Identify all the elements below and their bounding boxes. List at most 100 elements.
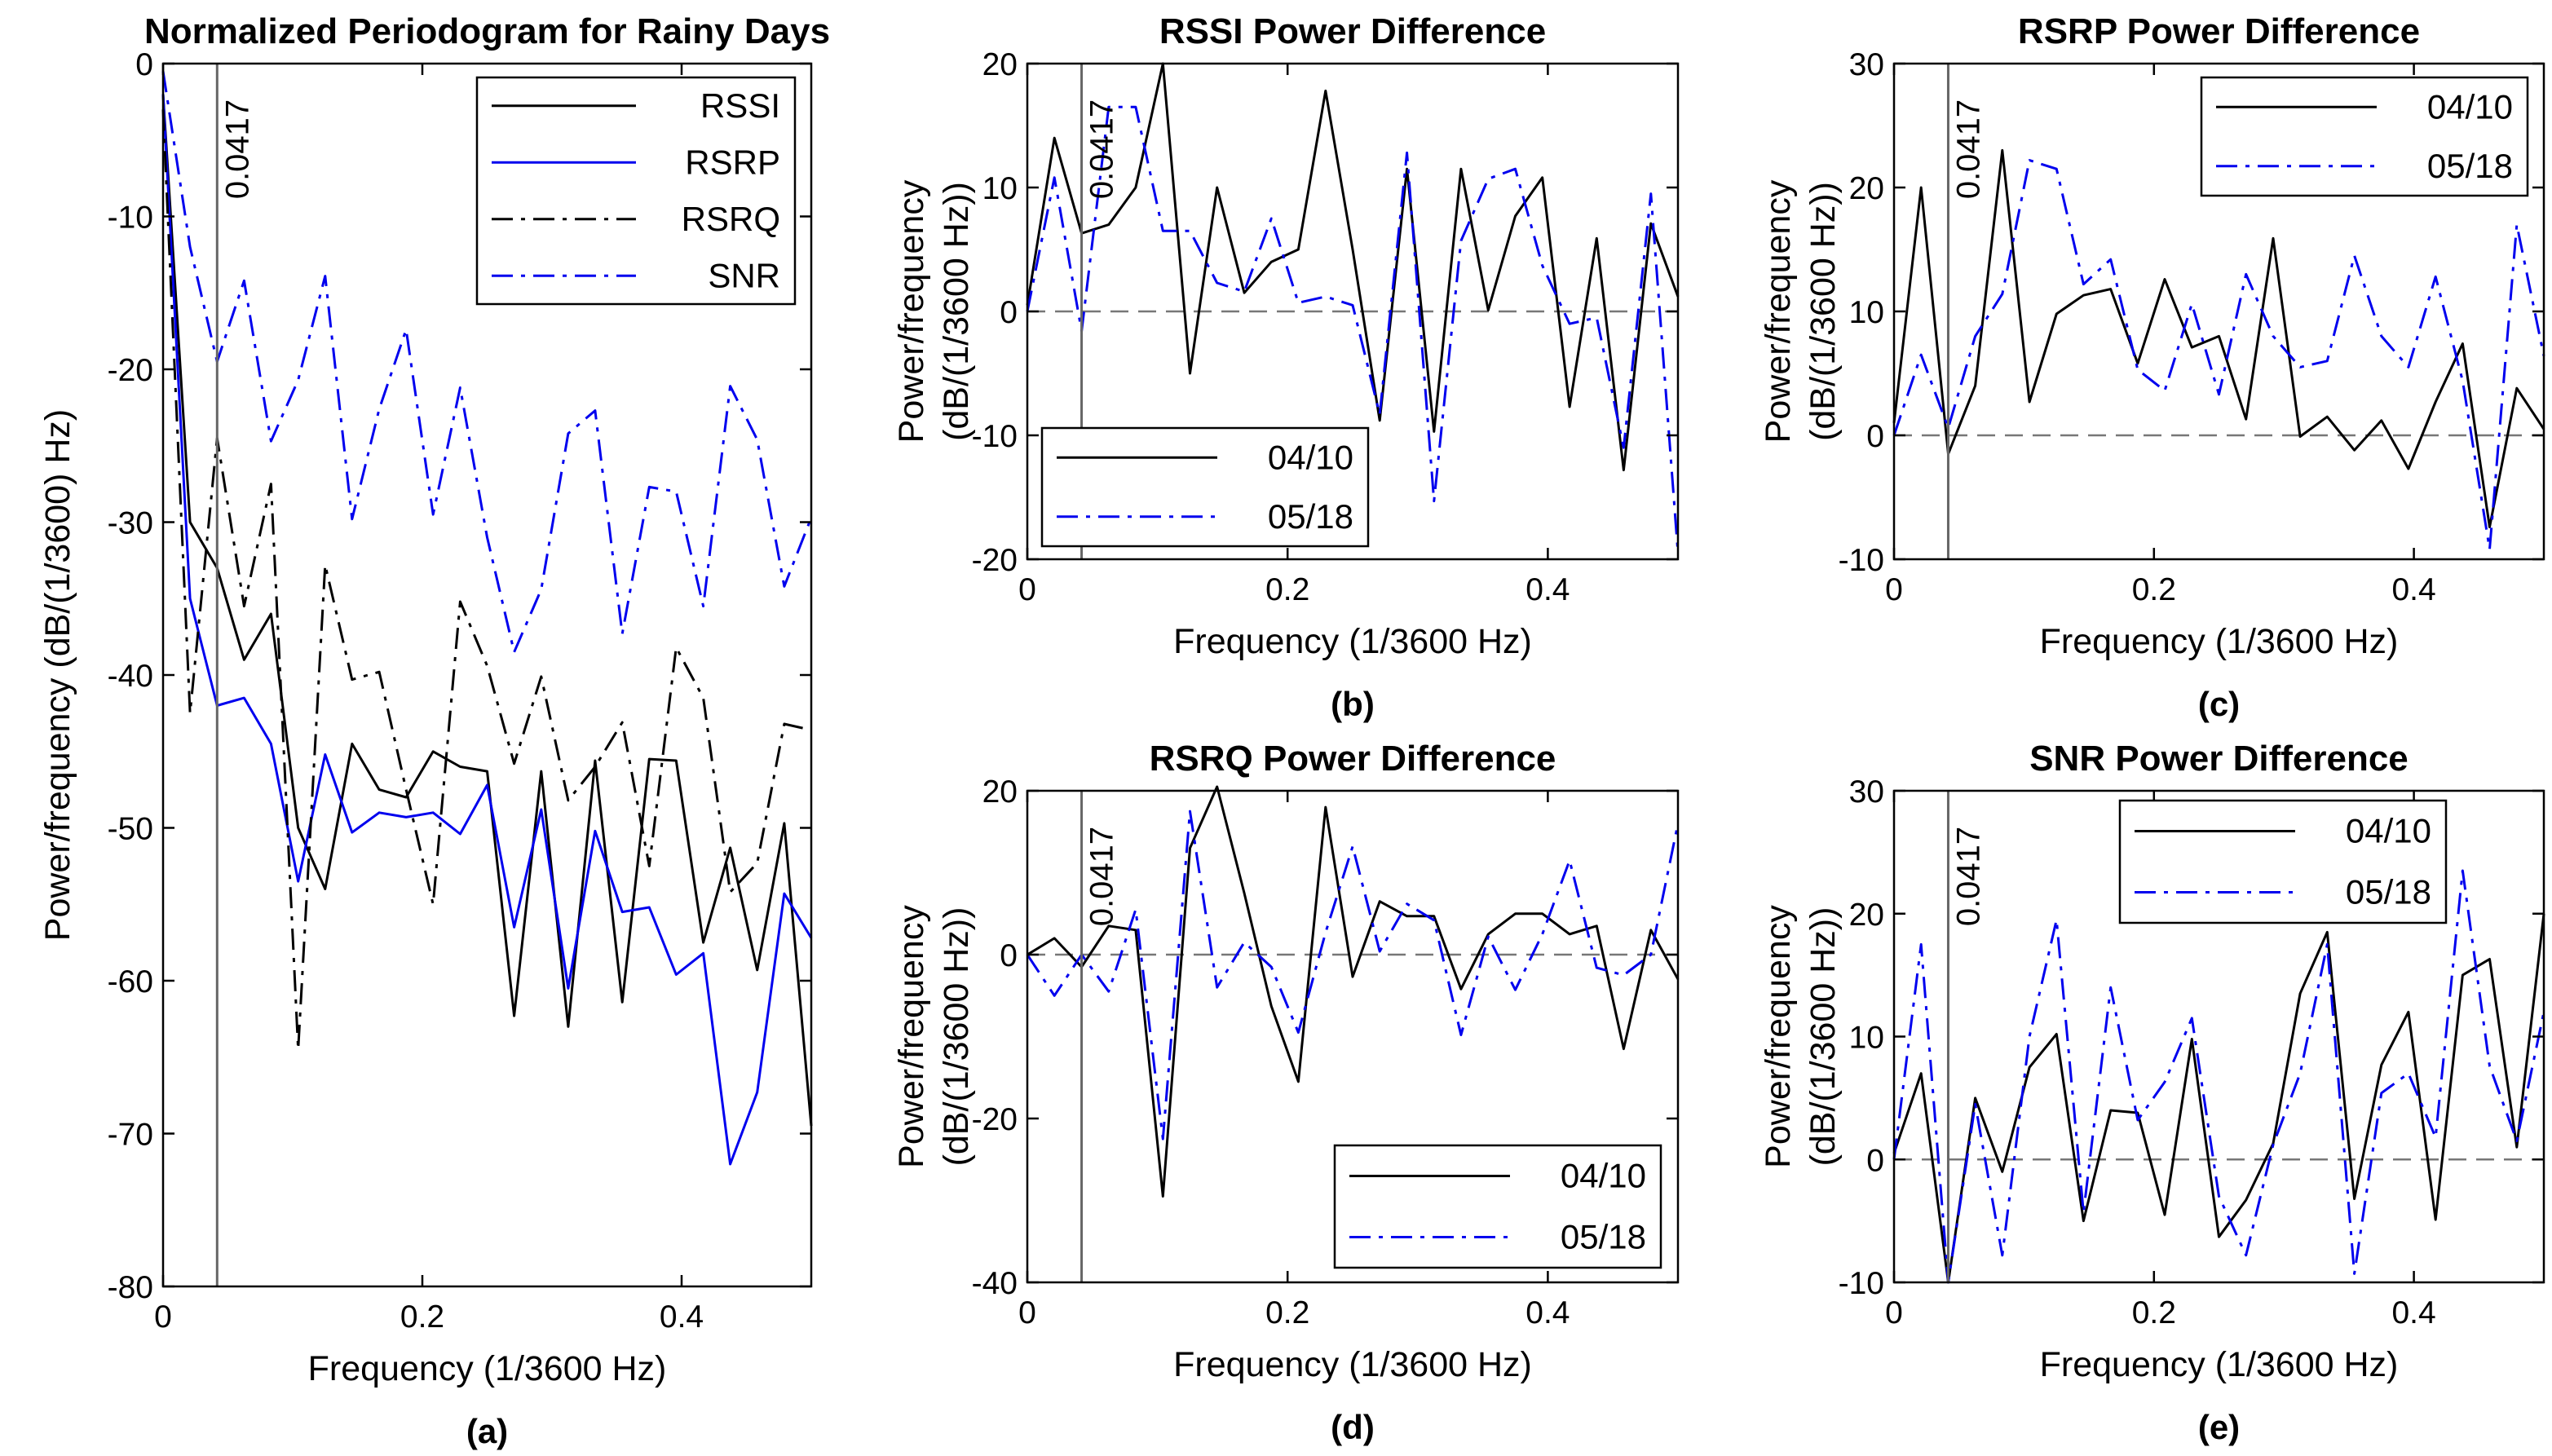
x-axis-label: Frequency (1/3600 Hz) bbox=[2040, 1345, 2399, 1384]
legend-entry: SNR bbox=[708, 256, 780, 294]
y-axis-label-line: Power/frequency bbox=[1759, 905, 1798, 1168]
vertical-reference-label: 0.0417 bbox=[1084, 827, 1120, 926]
series-line-05-18 bbox=[1026, 105, 1680, 554]
y-tick-label: -10 bbox=[972, 419, 1018, 454]
chart-title: Normalized Periodogram for Rainy Days bbox=[144, 11, 830, 51]
y-tick-label: -30 bbox=[108, 506, 153, 541]
legend: 04/10 05/18 bbox=[2118, 799, 2448, 924]
legend-entry: 04/10 bbox=[2346, 812, 2431, 850]
x-tick-label: 0 bbox=[1885, 572, 1903, 607]
y-axis-label-line: (dB/(1/3600 Hz)) bbox=[937, 907, 976, 1167]
chart-panel-b: 0.0417 0 0.2 0.4 20 10 0 -10 -20 RSSI Power Diffe… bbox=[892, 11, 1680, 723]
y-tick-label: 0 bbox=[1000, 295, 1018, 330]
y-tick-label: -40 bbox=[972, 1266, 1018, 1301]
y-axis-label-line: Power/frequency bbox=[892, 179, 931, 443]
y-tick-label: -20 bbox=[972, 543, 1018, 578]
legend-box bbox=[1333, 1144, 1662, 1269]
legend: 04/10 05/18 bbox=[1040, 426, 1370, 548]
chart-title: RSRP Power Difference bbox=[2018, 11, 2420, 51]
chart-title: RSRQ Power Difference bbox=[1150, 739, 1556, 779]
y-axis-label-line: Power/frequency (dB/(1/3600) Hz) bbox=[38, 409, 77, 941]
legend-entry: 04/10 bbox=[1268, 438, 1353, 476]
y-tick-label: 20 bbox=[1849, 171, 1884, 206]
series-line-snr bbox=[161, 71, 813, 654]
legend-entry: 04/10 bbox=[2427, 87, 2513, 126]
y-tick-label: -70 bbox=[108, 1118, 153, 1153]
y-tick-label: -60 bbox=[108, 964, 153, 999]
y-tick-label: 10 bbox=[1849, 1021, 1884, 1056]
chart-panel-d: 0.0417 0 0.2 0.4 20 0 -20 -40 RSRQ Power Differe… bbox=[892, 739, 1680, 1446]
legend-entry: RSSI bbox=[700, 86, 780, 125]
legend-box bbox=[475, 76, 797, 306]
y-axis-label: Power/frequency (dB/(1/3600 Hz)) bbox=[1759, 179, 1843, 443]
x-axis-label: Frequency (1/3600 Hz) bbox=[1173, 1345, 1532, 1384]
y-axis-label: Power/frequency (dB/(1/3600) Hz) bbox=[38, 409, 77, 941]
series-line-04-10 bbox=[1892, 148, 2545, 528]
x-tick-label: 0.2 bbox=[2132, 1295, 2176, 1330]
chart-title: SNR Power Difference bbox=[2029, 739, 2409, 779]
y-tick-label: -10 bbox=[1839, 543, 1884, 578]
y-tick-label: 10 bbox=[1849, 295, 1884, 330]
series-line-04-10 bbox=[1892, 913, 2545, 1284]
vertical-reference-label: 0.0417 bbox=[1084, 99, 1120, 199]
y-tick-label: -50 bbox=[108, 812, 153, 847]
legend-box bbox=[1040, 426, 1370, 548]
y-tick-label: 0 bbox=[1000, 938, 1018, 973]
y-axis-label-line: (dB/(1/3600 Hz)) bbox=[1804, 182, 1843, 441]
y-axis-label: Power/frequency (dB/(1/3600 Hz)) bbox=[892, 179, 976, 443]
y-tick-label: 0 bbox=[135, 47, 153, 82]
y-tick-label: 0 bbox=[1866, 1143, 1884, 1178]
x-tick-label: 0 bbox=[1018, 1295, 1036, 1330]
vertical-reference-label: 0.0417 bbox=[219, 99, 255, 199]
y-axis-label-line: Power/frequency bbox=[892, 905, 931, 1168]
legend-entry: 04/10 bbox=[1561, 1157, 1646, 1195]
y-axis-label-line: Power/frequency bbox=[1759, 179, 1798, 443]
legend-entry: RSRP bbox=[685, 143, 780, 181]
x-axis-label: Frequency (1/3600 Hz) bbox=[1173, 622, 1532, 661]
x-tick-label: 0.2 bbox=[1265, 572, 1309, 607]
y-tick-label: 0 bbox=[1866, 419, 1884, 454]
series-line-05-18 bbox=[1892, 869, 2545, 1284]
y-axis-label-line: (dB/(1/3600 Hz)) bbox=[937, 182, 976, 441]
y-axis-label: Power/frequency (dB/(1/3600 Hz)) bbox=[1759, 905, 1843, 1168]
panel-caption: (c) bbox=[2198, 685, 2240, 723]
chart-panel-a: 0.0417 0 0.2 0.4 0 -10 -20 -30 -40 -50 -60 -70 -80 No… bbox=[38, 11, 830, 1450]
y-tick-label: 30 bbox=[1849, 47, 1884, 82]
series-line-05-18 bbox=[1892, 159, 2545, 551]
chart-title: RSSI Power Difference bbox=[1159, 11, 1546, 51]
legend: RSSI RSRP RSRQ SNR bbox=[475, 76, 797, 306]
legend-box bbox=[2118, 799, 2448, 924]
x-tick-label: 0 bbox=[154, 1299, 172, 1335]
y-tick-label: 20 bbox=[982, 774, 1018, 810]
panel-caption: (e) bbox=[2198, 1408, 2240, 1446]
axes-box bbox=[1026, 789, 1680, 1284]
x-tick-label: 0 bbox=[1018, 572, 1036, 607]
vertical-reference-label: 0.0417 bbox=[1950, 827, 1986, 926]
y-tick-label: 30 bbox=[1849, 774, 1884, 810]
vertical-reference-label: 0.0417 bbox=[1950, 99, 1986, 199]
x-tick-label: 0.4 bbox=[660, 1299, 704, 1335]
x-tick-label: 0.4 bbox=[1525, 1295, 1570, 1330]
x-axis-label: Frequency (1/3600 Hz) bbox=[2040, 622, 2399, 661]
y-tick-label: -80 bbox=[108, 1270, 153, 1305]
y-tick-label: 20 bbox=[1849, 898, 1884, 933]
x-tick-label: 0.4 bbox=[2391, 1295, 2435, 1330]
x-axis-label: Frequency (1/3600 Hz) bbox=[308, 1349, 667, 1388]
x-tick-label: 0.2 bbox=[1265, 1295, 1309, 1330]
y-tick-label: 10 bbox=[982, 171, 1018, 206]
x-tick-label: 0.4 bbox=[2391, 572, 2435, 607]
legend-entry: 05/18 bbox=[2427, 147, 2513, 185]
series-line-04-10 bbox=[1027, 785, 1680, 1198]
y-tick-label: -10 bbox=[108, 201, 153, 236]
panel-caption: (b) bbox=[1331, 685, 1375, 723]
y-axis-label: Power/frequency (dB/(1/3600 Hz)) bbox=[892, 905, 976, 1168]
x-tick-label: 0.2 bbox=[400, 1299, 444, 1335]
panel-caption: (d) bbox=[1331, 1408, 1375, 1446]
series-line-rsrp bbox=[161, 94, 813, 1166]
x-tick-label: 0 bbox=[1885, 1295, 1903, 1330]
y-tick-label: -40 bbox=[108, 659, 153, 694]
legend-entry: 05/18 bbox=[1561, 1218, 1646, 1256]
